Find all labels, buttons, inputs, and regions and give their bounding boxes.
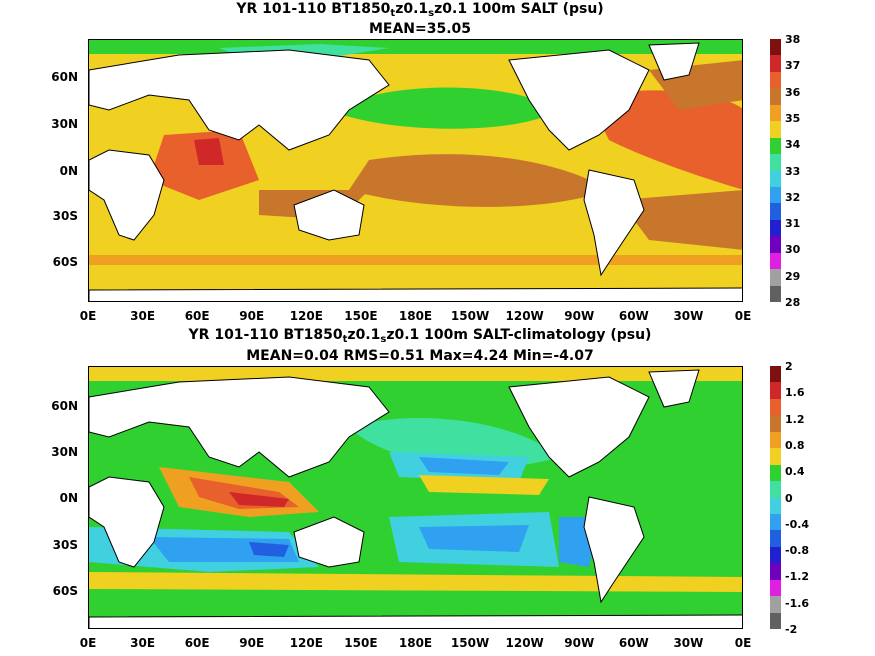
lon-label: 90W	[564, 309, 595, 323]
colorbar-segment	[770, 154, 781, 171]
lon-label: 60E	[184, 636, 210, 650]
lon-label: 150E	[344, 309, 378, 323]
lon-label: 180E	[398, 636, 433, 650]
lat-label-30n-2: 30N	[51, 445, 78, 459]
colorbar-segment	[770, 55, 781, 72]
lon-label: 120E	[289, 636, 323, 650]
colorbar-tick-label: 31	[785, 217, 801, 231]
colorbar-segment	[770, 203, 781, 220]
colorbar-tick-label: 0.4	[785, 465, 805, 479]
lon-label: 90W	[564, 636, 595, 650]
lon-label: 120E	[289, 309, 323, 323]
lat-label-60n: 60N	[51, 70, 78, 84]
lon-label: 30E	[130, 636, 156, 650]
lon-label: 60W	[618, 309, 649, 323]
colorbar-tick-label: 2	[785, 360, 793, 373]
lon-label: 120W	[505, 636, 544, 650]
colorbar-segment	[770, 219, 781, 237]
lon-label: 90E	[239, 309, 265, 323]
panel2-stats: MEAN=0.04 RMS=0.51 Max=4.24 Min=-4.07	[246, 348, 594, 364]
colorbar-segment	[770, 137, 781, 155]
colorbar-tick-label: 0.8	[785, 438, 805, 452]
lon-label: 30E	[130, 309, 156, 323]
colorbar-segment	[770, 398, 781, 416]
colorbar-segment	[770, 382, 781, 399]
colorbar-tick-label: -1.2	[785, 570, 810, 584]
lon-label: 180E	[398, 309, 433, 323]
colorbar-tick-label: 36	[785, 85, 801, 99]
colorbar-segment	[770, 415, 781, 432]
colorbar-segment	[770, 448, 781, 465]
colorbar-segment	[770, 170, 781, 187]
lon-label: 150W	[450, 636, 490, 650]
colorbar-segment	[770, 513, 781, 531]
lat-label-30n: 30N	[51, 117, 78, 131]
lat-label-60n-2: 60N	[51, 399, 78, 413]
colorbar-segment	[770, 104, 781, 122]
colorbar-segment	[770, 481, 781, 498]
colorbar-segment	[770, 497, 781, 514]
colorbar-segment	[770, 579, 781, 597]
lat-label-30s-2: 30S	[52, 538, 78, 552]
colorbar-anomaly	[770, 366, 781, 629]
colorbar-segment	[770, 71, 781, 89]
colorbar-tick-label: 38	[785, 33, 801, 46]
colorbar-segment	[770, 464, 781, 482]
colorbar-tick-label: 1.6	[785, 386, 805, 400]
lon-label: 120W	[505, 309, 544, 323]
colorbar-segment	[770, 563, 781, 580]
colorbar-tick-label: -0.8	[785, 544, 810, 558]
lon-label: 0E	[79, 636, 97, 650]
colorbar-tick-label: 29	[785, 269, 801, 283]
lon-label: 30W	[673, 636, 704, 650]
panel1-stats: MEAN=35.05	[368, 21, 472, 37]
colorbar-tick-label: 32	[785, 190, 801, 204]
salinity-anomaly-map	[88, 366, 743, 629]
colorbar-tick-label: -2	[785, 623, 798, 636]
colorbar-tick-label: -1.6	[785, 596, 810, 610]
colorbar-tick-label: 1.2	[785, 412, 805, 426]
colorbar-tick-label: 37	[785, 59, 801, 73]
colorbar-segment	[770, 121, 781, 138]
colorbar-segment	[770, 269, 781, 286]
lat-label-60s-2: 60S	[52, 584, 78, 598]
lon-label: 30W	[673, 309, 704, 323]
colorbar-segment	[770, 39, 781, 56]
colorbar-segment	[770, 366, 781, 383]
colorbar-tick-label: 30	[785, 243, 801, 257]
colorbar-segment	[770, 236, 781, 253]
panel2-title: YR 101-110 BT1850tz0.1sz0.1 100m SALT-cl…	[188, 327, 652, 345]
lat-label-0n: 0N	[59, 164, 78, 178]
lon-label: 60E	[184, 309, 210, 323]
colorbar-segment	[770, 88, 781, 105]
colorbar-tick-label: -0.4	[785, 517, 810, 531]
lat-label-0n-2: 0N	[59, 491, 78, 505]
salinity-map	[88, 39, 743, 302]
colorbar-segment	[770, 596, 781, 613]
lon-label: 0E	[734, 636, 752, 650]
colorbar-segment	[770, 186, 781, 204]
colorbar-segment	[770, 285, 781, 302]
colorbar-tick-label: 0	[785, 491, 793, 505]
lat-label-30s: 30S	[52, 209, 78, 223]
colorbar-segment	[770, 530, 781, 547]
lon-label: 90E	[239, 636, 265, 650]
lon-label: 150W	[450, 309, 490, 323]
lat-label-60s: 60S	[52, 255, 78, 269]
colorbar-tick-label: 33	[785, 164, 801, 178]
lon-label: 0E	[79, 309, 97, 323]
colorbar-tick-label: 35	[785, 111, 801, 125]
colorbar-segment	[770, 431, 781, 449]
colorbar-salt	[770, 39, 781, 302]
lon-label: 150E	[344, 636, 378, 650]
colorbar-segment	[770, 252, 781, 270]
colorbar-segment	[770, 546, 781, 564]
lon-label: 60W	[618, 636, 649, 650]
colorbar-tick-label: 28	[785, 296, 801, 309]
colorbar-tick-label: 34	[785, 138, 801, 152]
colorbar-segment	[770, 612, 781, 629]
panel1-title: YR 101-110 BT1850tz0.1sz0.1 100m SALT (p…	[236, 1, 604, 19]
lon-label: 0E	[734, 309, 752, 323]
